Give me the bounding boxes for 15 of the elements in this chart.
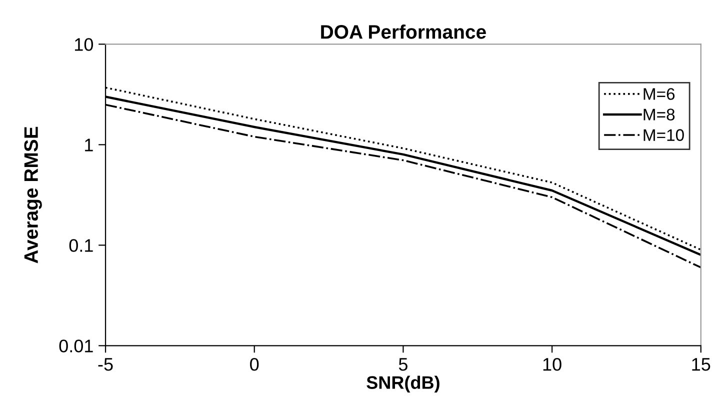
x-tick-label: 15: [692, 358, 710, 371]
legend-label: M=8: [644, 108, 675, 120]
legend-label: M=6: [644, 88, 675, 100]
y-tick-label: 0.01: [59, 340, 93, 352]
y-tick-label: 10: [75, 38, 94, 51]
y-axis-title: Average RMSE: [24, 126, 42, 264]
y-tick-label: 0.1: [69, 239, 93, 252]
x-tick-label: 5: [398, 358, 408, 371]
x-tick-label: 10: [543, 358, 562, 371]
x-tick-label: -5: [98, 358, 113, 371]
x-tick-label: 0: [250, 358, 259, 371]
chart-title: DOA Performance: [321, 24, 486, 39]
x-axis-title: SNR(dB): [366, 376, 440, 393]
legend-label: M=10: [644, 129, 684, 141]
y-tick-label: 1: [85, 138, 93, 152]
